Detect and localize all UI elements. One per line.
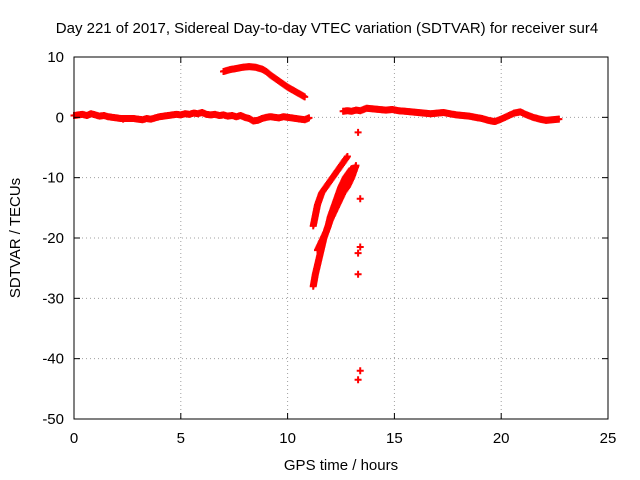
series-drop-track-2 (309, 153, 351, 230)
data-point (119, 115, 127, 123)
data-point (356, 195, 364, 203)
series-arc-7-10h (220, 63, 309, 101)
x-tick-label: 10 (279, 430, 296, 447)
y-axis-label: SDTVAR / TECUs (7, 178, 24, 298)
data-point (352, 162, 360, 170)
series-drop-track-3 (314, 162, 360, 254)
series-baseline-late (339, 104, 563, 126)
x-tick-label: 20 (493, 430, 510, 447)
data-point (354, 128, 362, 136)
y-tick-label: -20 (42, 230, 64, 247)
data-point (354, 376, 362, 384)
data-points (70, 63, 563, 384)
y-tick-label: -10 (42, 170, 64, 187)
y-tick-label: 0 (56, 109, 64, 126)
x-tick-label: 0 (70, 430, 78, 447)
data-point (555, 115, 563, 123)
series-baseline-early (70, 109, 313, 125)
axis-ticks: 0 5 10 15 20 25 -50 -40 -30 -20 -10 0 10 (42, 49, 616, 447)
data-point (301, 93, 309, 101)
x-axis-label: GPS time / hours (284, 457, 398, 474)
y-tick-label: 10 (47, 49, 64, 66)
y-tick-label: -30 (42, 290, 64, 307)
chart-title: Day 221 of 2017, Sidereal Day-to-day VTE… (56, 20, 598, 37)
data-point (343, 153, 351, 161)
series-isolated-points (119, 115, 364, 384)
data-point (356, 243, 364, 251)
x-tick-label: 5 (177, 430, 185, 447)
data-point (356, 367, 364, 375)
y-tick-label: -40 (42, 351, 64, 368)
y-tick-label: -50 (42, 411, 64, 428)
data-point (354, 270, 362, 278)
x-tick-label: 15 (386, 430, 403, 447)
x-tick-label: 25 (600, 430, 617, 447)
data-point (354, 249, 362, 257)
data-point (305, 114, 313, 122)
